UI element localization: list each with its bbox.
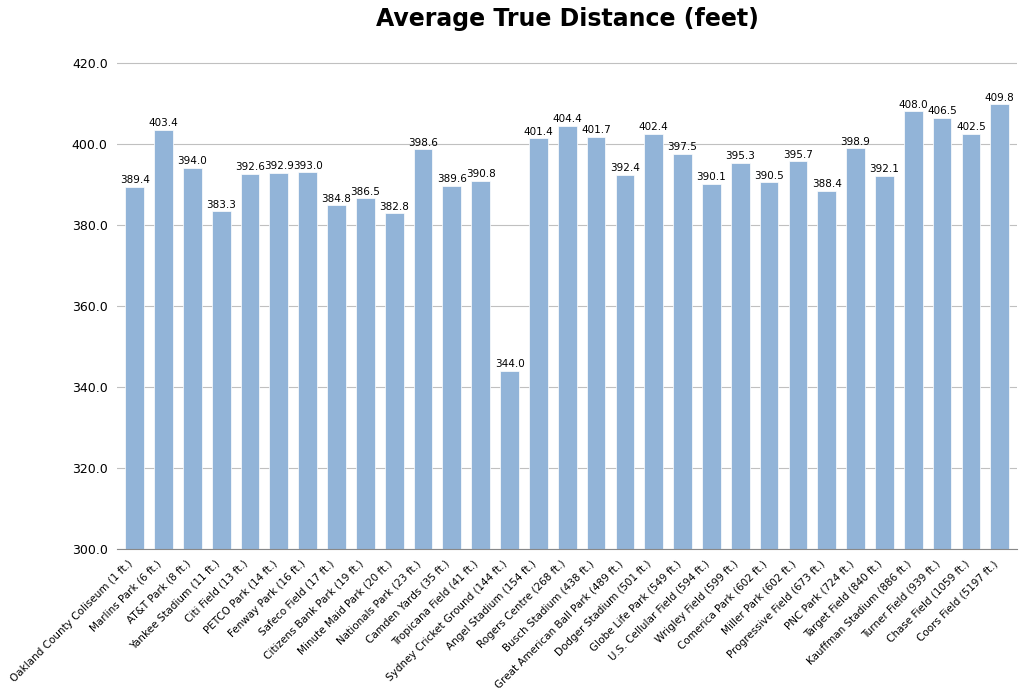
Bar <box>241 174 259 549</box>
Text: 402.4: 402.4 <box>639 123 669 132</box>
Bar <box>731 163 750 549</box>
Text: 404.4: 404.4 <box>552 114 582 124</box>
Bar <box>212 211 230 549</box>
Title: Average True Distance (feet): Average True Distance (feet) <box>376 7 759 31</box>
Bar <box>760 183 778 549</box>
Bar <box>298 172 317 549</box>
Text: 409.8: 409.8 <box>985 93 1015 102</box>
Text: 394.0: 394.0 <box>177 157 207 167</box>
Bar <box>155 130 173 549</box>
Bar <box>442 186 461 549</box>
Text: 406.5: 406.5 <box>927 106 957 116</box>
Text: 383.3: 383.3 <box>206 200 237 210</box>
Text: 392.6: 392.6 <box>236 162 265 172</box>
Text: 392.4: 392.4 <box>610 163 640 173</box>
Bar <box>500 371 519 549</box>
Text: 390.1: 390.1 <box>696 172 726 183</box>
Text: 398.6: 398.6 <box>409 138 438 148</box>
Text: 395.3: 395.3 <box>725 151 755 161</box>
Text: 390.8: 390.8 <box>466 169 496 179</box>
Bar <box>615 174 634 549</box>
Bar <box>933 118 951 549</box>
Bar <box>471 181 490 549</box>
Bar <box>904 112 923 549</box>
Text: 401.4: 401.4 <box>523 127 553 137</box>
Bar <box>587 137 605 549</box>
Text: 403.4: 403.4 <box>148 118 178 128</box>
Text: 398.9: 398.9 <box>841 137 870 146</box>
Bar <box>962 134 980 549</box>
Bar <box>817 191 837 549</box>
Text: 393.0: 393.0 <box>293 160 323 171</box>
Bar <box>990 104 1009 549</box>
Text: 395.7: 395.7 <box>783 150 813 160</box>
Bar <box>356 199 375 549</box>
Text: 401.7: 401.7 <box>582 125 611 135</box>
Bar <box>644 134 664 549</box>
Text: 386.5: 386.5 <box>350 187 380 197</box>
Bar <box>385 213 403 549</box>
Bar <box>846 148 865 549</box>
Bar <box>788 161 807 549</box>
Text: 382.8: 382.8 <box>379 202 410 212</box>
Text: 389.6: 389.6 <box>437 174 467 184</box>
Text: 390.5: 390.5 <box>755 171 784 181</box>
Text: 402.5: 402.5 <box>956 122 986 132</box>
Text: 384.8: 384.8 <box>322 194 351 204</box>
Bar <box>673 154 692 549</box>
Text: 389.4: 389.4 <box>120 175 150 185</box>
Bar <box>183 168 202 549</box>
Text: 392.9: 392.9 <box>264 161 294 171</box>
Bar <box>558 126 577 549</box>
Bar <box>414 149 432 549</box>
Bar <box>529 138 548 549</box>
Text: 392.1: 392.1 <box>869 164 899 174</box>
Text: 397.5: 397.5 <box>668 142 697 153</box>
Bar <box>876 176 894 549</box>
Text: 344.0: 344.0 <box>495 359 524 369</box>
Text: 388.4: 388.4 <box>812 179 842 189</box>
Bar <box>269 173 288 549</box>
Bar <box>327 206 346 549</box>
Text: 408.0: 408.0 <box>898 100 928 110</box>
Bar <box>125 187 144 549</box>
Bar <box>702 184 721 549</box>
